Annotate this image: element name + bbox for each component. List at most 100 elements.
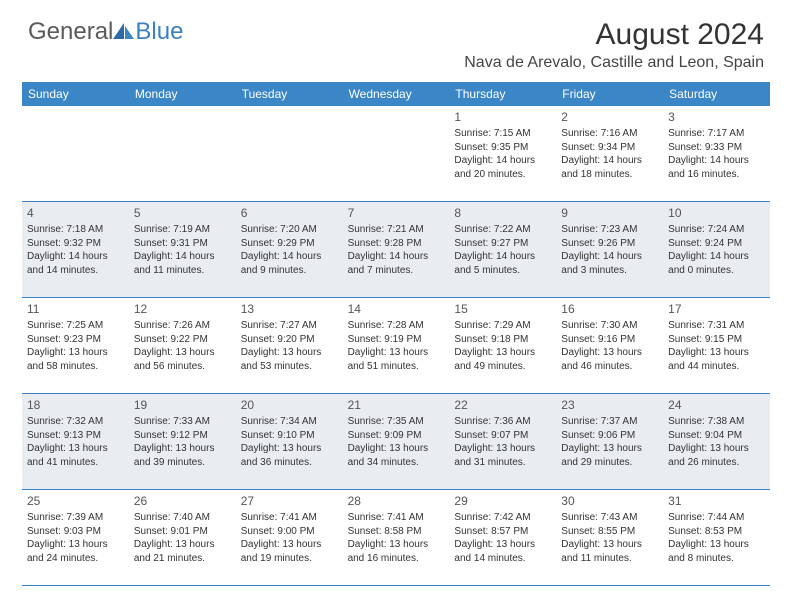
sunrise-text: Sunrise: 7:16 AM [561, 127, 658, 141]
day-number: 9 [561, 205, 658, 221]
day-cell: 3Sunrise: 7:17 AMSunset: 9:33 PMDaylight… [663, 106, 770, 202]
daylight-text: Daylight: 13 hours and 36 minutes. [241, 442, 338, 469]
sunrise-text: Sunrise: 7:18 AM [27, 223, 124, 237]
day-number: 20 [241, 397, 338, 413]
daylight-text: Daylight: 14 hours and 5 minutes. [454, 250, 551, 277]
day-number: 24 [668, 397, 765, 413]
sunrise-text: Sunrise: 7:30 AM [561, 319, 658, 333]
header: General Blue August 2024 Nava de Arevalo… [0, 0, 792, 76]
day-cell: 31Sunrise: 7:44 AMSunset: 8:53 PMDayligh… [663, 490, 770, 586]
weekday-header-row: Sunday Monday Tuesday Wednesday Thursday… [22, 82, 770, 106]
sunrise-text: Sunrise: 7:21 AM [348, 223, 445, 237]
day-number: 26 [134, 493, 231, 509]
sunrise-text: Sunrise: 7:37 AM [561, 415, 658, 429]
daylight-text: Daylight: 13 hours and 24 minutes. [27, 538, 124, 565]
sunset-text: Sunset: 9:27 PM [454, 237, 551, 251]
sunset-text: Sunset: 9:32 PM [27, 237, 124, 251]
sunset-text: Sunset: 9:22 PM [134, 333, 231, 347]
daylight-text: Daylight: 13 hours and 21 minutes. [134, 538, 231, 565]
daylight-text: Daylight: 14 hours and 7 minutes. [348, 250, 445, 277]
day-cell: 14Sunrise: 7:28 AMSunset: 9:19 PMDayligh… [343, 298, 450, 394]
sunrise-text: Sunrise: 7:20 AM [241, 223, 338, 237]
sunset-text: Sunset: 9:26 PM [561, 237, 658, 251]
daylight-text: Daylight: 13 hours and 39 minutes. [134, 442, 231, 469]
day-cell: 27Sunrise: 7:41 AMSunset: 9:00 PMDayligh… [236, 490, 343, 586]
day-number: 4 [27, 205, 124, 221]
sunset-text: Sunset: 9:12 PM [134, 429, 231, 443]
empty-cell [343, 106, 450, 202]
day-cell: 23Sunrise: 7:37 AMSunset: 9:06 PMDayligh… [556, 394, 663, 490]
day-number: 1 [454, 109, 551, 125]
sunset-text: Sunset: 9:24 PM [668, 237, 765, 251]
day-cell: 19Sunrise: 7:33 AMSunset: 9:12 PMDayligh… [129, 394, 236, 490]
sunset-text: Sunset: 9:15 PM [668, 333, 765, 347]
sunrise-text: Sunrise: 7:41 AM [241, 511, 338, 525]
daylight-text: Daylight: 14 hours and 0 minutes. [668, 250, 765, 277]
sunrise-text: Sunrise: 7:15 AM [454, 127, 551, 141]
day-cell: 16Sunrise: 7:30 AMSunset: 9:16 PMDayligh… [556, 298, 663, 394]
sunrise-text: Sunrise: 7:28 AM [348, 319, 445, 333]
sunset-text: Sunset: 9:29 PM [241, 237, 338, 251]
day-cell: 12Sunrise: 7:26 AMSunset: 9:22 PMDayligh… [129, 298, 236, 394]
sunset-text: Sunset: 9:33 PM [668, 141, 765, 155]
weekday-friday: Friday [556, 82, 663, 106]
sunset-text: Sunset: 9:18 PM [454, 333, 551, 347]
day-number: 22 [454, 397, 551, 413]
sunset-text: Sunset: 9:34 PM [561, 141, 658, 155]
sunset-text: Sunset: 9:01 PM [134, 525, 231, 539]
sunrise-text: Sunrise: 7:27 AM [241, 319, 338, 333]
day-cell: 21Sunrise: 7:35 AMSunset: 9:09 PMDayligh… [343, 394, 450, 490]
day-number: 17 [668, 301, 765, 317]
day-cell: 7Sunrise: 7:21 AMSunset: 9:28 PMDaylight… [343, 202, 450, 298]
day-cell: 25Sunrise: 7:39 AMSunset: 9:03 PMDayligh… [22, 490, 129, 586]
sunrise-text: Sunrise: 7:44 AM [668, 511, 765, 525]
day-number: 23 [561, 397, 658, 413]
daylight-text: Daylight: 13 hours and 56 minutes. [134, 346, 231, 373]
daylight-text: Daylight: 13 hours and 44 minutes. [668, 346, 765, 373]
daylight-text: Daylight: 14 hours and 16 minutes. [668, 154, 765, 181]
sunset-text: Sunset: 8:57 PM [454, 525, 551, 539]
day-number: 31 [668, 493, 765, 509]
logo-text-general: General [28, 18, 113, 46]
sunrise-text: Sunrise: 7:42 AM [454, 511, 551, 525]
sunset-text: Sunset: 9:10 PM [241, 429, 338, 443]
day-number: 13 [241, 301, 338, 317]
daylight-text: Daylight: 13 hours and 46 minutes. [561, 346, 658, 373]
calendar-grid: 1Sunrise: 7:15 AMSunset: 9:35 PMDaylight… [22, 106, 770, 586]
weekday-thursday: Thursday [449, 82, 556, 106]
logo-text-blue: Blue [135, 18, 183, 46]
day-number: 15 [454, 301, 551, 317]
empty-cell [129, 106, 236, 202]
daylight-text: Daylight: 13 hours and 8 minutes. [668, 538, 765, 565]
day-number: 10 [668, 205, 765, 221]
weekday-saturday: Saturday [663, 82, 770, 106]
day-cell: 6Sunrise: 7:20 AMSunset: 9:29 PMDaylight… [236, 202, 343, 298]
sunrise-text: Sunrise: 7:17 AM [668, 127, 765, 141]
daylight-text: Daylight: 13 hours and 26 minutes. [668, 442, 765, 469]
day-cell: 24Sunrise: 7:38 AMSunset: 9:04 PMDayligh… [663, 394, 770, 490]
day-cell: 26Sunrise: 7:40 AMSunset: 9:01 PMDayligh… [129, 490, 236, 586]
daylight-text: Daylight: 13 hours and 31 minutes. [454, 442, 551, 469]
day-number: 12 [134, 301, 231, 317]
daylight-text: Daylight: 13 hours and 53 minutes. [241, 346, 338, 373]
sunset-text: Sunset: 9:04 PM [668, 429, 765, 443]
sunrise-text: Sunrise: 7:41 AM [348, 511, 445, 525]
sunset-text: Sunset: 9:20 PM [241, 333, 338, 347]
day-number: 25 [27, 493, 124, 509]
daylight-text: Daylight: 13 hours and 16 minutes. [348, 538, 445, 565]
sunrise-text: Sunrise: 7:22 AM [454, 223, 551, 237]
day-cell: 9Sunrise: 7:23 AMSunset: 9:26 PMDaylight… [556, 202, 663, 298]
calendar: Sunday Monday Tuesday Wednesday Thursday… [22, 82, 770, 586]
day-cell: 4Sunrise: 7:18 AMSunset: 9:32 PMDaylight… [22, 202, 129, 298]
sunrise-text: Sunrise: 7:35 AM [348, 415, 445, 429]
sunrise-text: Sunrise: 7:34 AM [241, 415, 338, 429]
sunset-text: Sunset: 9:19 PM [348, 333, 445, 347]
month-title: August 2024 [464, 18, 764, 52]
day-cell: 18Sunrise: 7:32 AMSunset: 9:13 PMDayligh… [22, 394, 129, 490]
day-number: 28 [348, 493, 445, 509]
day-cell: 28Sunrise: 7:41 AMSunset: 8:58 PMDayligh… [343, 490, 450, 586]
sunrise-text: Sunrise: 7:39 AM [27, 511, 124, 525]
day-cell: 17Sunrise: 7:31 AMSunset: 9:15 PMDayligh… [663, 298, 770, 394]
sunrise-text: Sunrise: 7:23 AM [561, 223, 658, 237]
day-cell: 20 Sunrise: 7:34 AMSunset: 9:10 PMDayligh… [236, 394, 343, 490]
